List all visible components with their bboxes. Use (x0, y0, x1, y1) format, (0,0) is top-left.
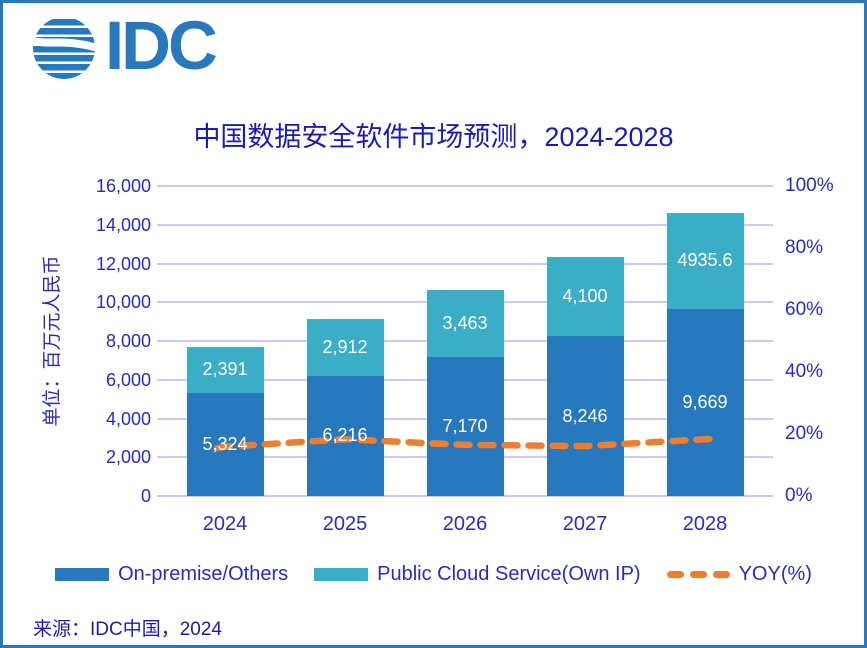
right-axis-tick-label: 40% (785, 361, 824, 382)
yoy-line (213, 435, 721, 452)
legend-label: On-premise/Others (118, 562, 289, 585)
right-axis-tick-label: 80% (785, 237, 824, 258)
legend-dash-icon (666, 570, 730, 578)
bar-segment-public-cloud: 3,463 (426, 289, 504, 358)
source-note: 来源：IDC中国，2024 (33, 619, 222, 640)
right-axis-tick-label: 0% (785, 485, 813, 506)
gridline (157, 223, 773, 226)
bar-data-label: 9,669 (682, 391, 728, 412)
bar-segment-public-cloud: 2,912 (306, 319, 384, 376)
bar-segment-onpremise: 7,170 (426, 357, 504, 496)
right-axis-tick-label: 20% (785, 423, 824, 444)
bar-data-label: 6,216 (322, 425, 368, 446)
legend-label: Public Cloud Service(Own IP) (377, 562, 641, 585)
idc-logo: IDC (32, 7, 218, 84)
left-axis-tick-label: 8,000 (105, 331, 151, 351)
x-axis-category-label: 2026 (442, 513, 488, 535)
left-axis-tick-label: 16,000 (95, 176, 151, 196)
bar-data-label: 5,324 (202, 433, 248, 454)
left-axis-tick-label: 0 (140, 486, 151, 506)
left-axis-tick-label: 6,000 (105, 369, 151, 390)
bar-data-label: 3,463 (442, 313, 488, 334)
bar-segment-public-cloud: 4935.6 (666, 213, 744, 309)
bar-segment-onpremise: 9,669 (666, 308, 744, 496)
bar-data-label: 4,100 (562, 286, 608, 306)
left-axis-tick-label: 12,000 (95, 253, 151, 274)
left-axis-tick-label: 14,000 (95, 214, 151, 235)
gridline (157, 495, 773, 497)
x-axis-category-label: 2027 (562, 513, 608, 535)
legend-swatch-icon (55, 567, 110, 581)
bar-data-label: 7,170 (442, 416, 488, 437)
left-axis-tick-label: 10,000 (95, 292, 151, 313)
legend: On-premise/Others Public Cloud Service(Ow… (3, 559, 864, 589)
legend-item: On-premise/Others (55, 563, 288, 586)
idc-globe-icon (33, 19, 95, 79)
left-axis-tick-label: 2,000 (105, 447, 151, 468)
idc-logo-text: IDC (105, 7, 218, 84)
gridline (157, 185, 773, 187)
right-axis-tick-label: 100% (785, 175, 834, 196)
bar-segment-public-cloud: 2,391 (186, 346, 264, 393)
bar-data-label: 2,912 (322, 336, 368, 357)
left-axis-tick-label: 4,000 (105, 408, 151, 429)
bar-data-label: 2,391 (202, 359, 248, 380)
legend-item: YOY(%) (666, 562, 812, 586)
bar-data-label: 4935.6 (677, 250, 733, 271)
chart-title: 中国数据安全软件市场预测，2024-2028 (193, 122, 674, 152)
legend-label: YOY(%) (738, 562, 812, 585)
bar-data-label: 8,246 (562, 405, 608, 426)
bar-segment-public-cloud: 4,100 (546, 256, 624, 337)
right-axis-tick-label: 60% (785, 299, 824, 320)
legend-item: Public Cloud Service(Own IP) (314, 562, 641, 586)
x-axis-category-label: 2028 (682, 513, 728, 535)
bar-segment-onpremise: 6,216 (306, 375, 384, 496)
legend-swatch-icon (314, 567, 369, 581)
x-axis-category-label: 2024 (202, 513, 248, 535)
x-axis-category-label: 2025 (322, 513, 368, 535)
gridline (157, 262, 773, 265)
bar-segment-onpremise: 8,246 (546, 336, 624, 496)
